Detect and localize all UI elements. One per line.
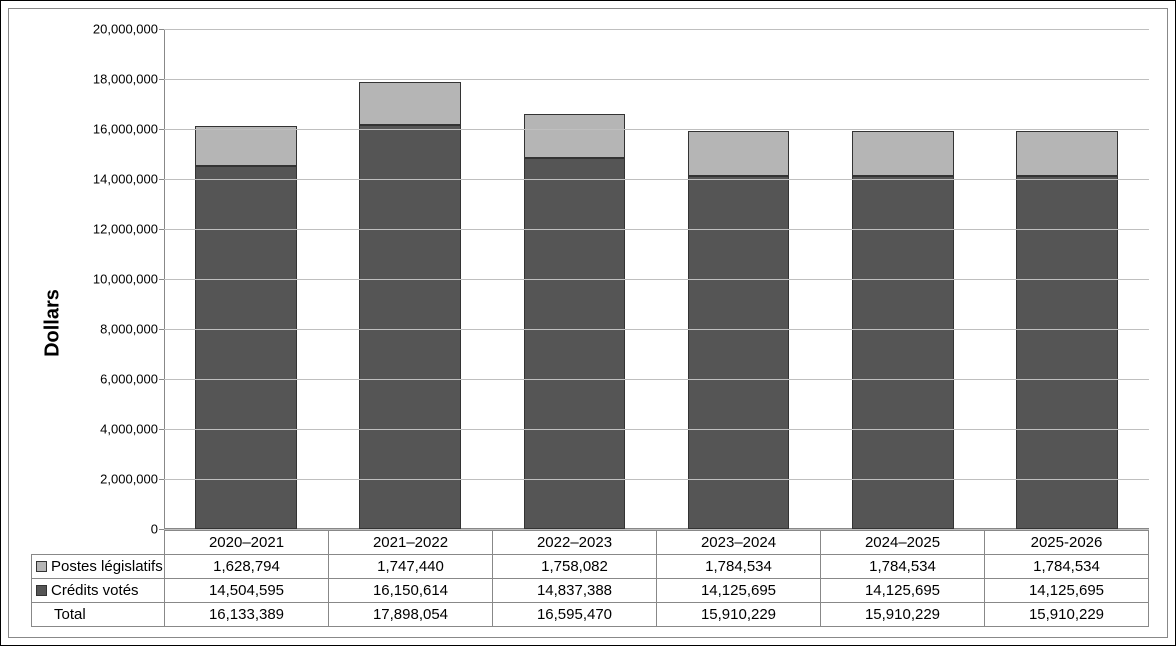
y-tick-label: 20,000,000 (93, 22, 158, 37)
grid-line (164, 179, 1149, 180)
total-cell: 16,133,389 (165, 603, 329, 627)
total-cell: 15,910,229 (821, 603, 985, 627)
data-cell: 1,784,534 (985, 555, 1149, 579)
total-row-head: Total (32, 603, 165, 627)
bar-segment-postes (195, 126, 297, 167)
bar-stack (359, 82, 461, 529)
y-axis-label: Dollars (41, 289, 64, 357)
category-header: 2023–2024 (657, 531, 821, 555)
data-cell: 14,837,388 (493, 579, 657, 603)
grid-line (164, 229, 1149, 230)
legend-swatch-icon (36, 585, 47, 596)
category-header: 2020–2021 (165, 531, 329, 555)
y-tick-mark (159, 479, 164, 480)
data-cell: 14,504,595 (165, 579, 329, 603)
y-tick-mark (159, 79, 164, 80)
bar-segment-postes (524, 114, 626, 158)
data-cell: 1,628,794 (165, 555, 329, 579)
series-name: Crédits votés (51, 582, 139, 599)
grid-line (164, 379, 1149, 380)
bar-stack (195, 126, 297, 529)
y-tick-mark (159, 279, 164, 280)
y-tick-mark (159, 29, 164, 30)
y-tick-label: 18,000,000 (93, 72, 158, 87)
data-cell: 1,784,534 (657, 555, 821, 579)
data-cell: 14,125,695 (985, 579, 1149, 603)
table-row: Crédits votés 14,504,59516,150,61414,837,… (32, 579, 1149, 603)
series-row-head: Crédits votés (32, 579, 165, 603)
bar-segment-postes (359, 82, 461, 126)
data-cell: 14,125,695 (821, 579, 985, 603)
y-tick-mark (159, 429, 164, 430)
chart-inner-frame: Dollars 02,000,0004,000,0006,000,0008,00… (8, 8, 1168, 638)
table-corner-cell (32, 531, 165, 555)
grid-line (164, 279, 1149, 280)
data-cell: 16,150,614 (329, 579, 493, 603)
bar-segment-credits (359, 125, 461, 529)
bar-segment-postes (1016, 131, 1118, 176)
y-tick-mark (159, 329, 164, 330)
total-cell: 16,595,470 (493, 603, 657, 627)
bar-segment-credits (195, 166, 297, 529)
y-tick-label: 12,000,000 (93, 222, 158, 237)
y-tick-mark (159, 379, 164, 380)
grid-line (164, 129, 1149, 130)
data-cell: 1,747,440 (329, 555, 493, 579)
total-cell: 15,910,229 (657, 603, 821, 627)
data-cell: 1,758,082 (493, 555, 657, 579)
chart-container: Dollars 02,000,0004,000,0006,000,0008,00… (0, 0, 1176, 646)
y-tick-label: 14,000,000 (93, 172, 158, 187)
bar-stack (688, 131, 790, 529)
bar-segment-credits (524, 158, 626, 529)
bar-stack (852, 131, 954, 529)
y-tick-label: 8,000,000 (100, 322, 158, 337)
category-header: 2024–2025 (821, 531, 985, 555)
y-tick-mark (159, 229, 164, 230)
bar-segment-postes (688, 131, 790, 176)
series-row-head: Postes législatifs (32, 555, 165, 579)
y-tick-label: 16,000,000 (93, 122, 158, 137)
table-header-row: 2020–20212021–20222022–20232023–20242024… (32, 531, 1149, 555)
y-tick-label: 2,000,000 (100, 472, 158, 487)
data-table: 2020–20212021–20222022–20232023–20242024… (31, 530, 1149, 627)
y-tick-label: 4,000,000 (100, 422, 158, 437)
y-tick-mark (159, 129, 164, 130)
category-header: 2025-2026 (985, 531, 1149, 555)
grid-line (164, 479, 1149, 480)
bar-segment-postes (852, 131, 954, 176)
category-header: 2022–2023 (493, 531, 657, 555)
bar-stack (524, 114, 626, 529)
y-tick-label: 6,000,000 (100, 372, 158, 387)
category-header: 2021–2022 (329, 531, 493, 555)
bar-stack (1016, 131, 1118, 529)
legend-swatch-icon (36, 561, 47, 572)
y-tick-mark (159, 179, 164, 180)
table-row: Postes législatifs1,628,7941,747,4401,75… (32, 555, 1149, 579)
total-cell: 17,898,054 (329, 603, 493, 627)
data-cell: 1,784,534 (821, 555, 985, 579)
y-tick-label: 10,000,000 (93, 272, 158, 287)
grid-line (164, 329, 1149, 330)
table-row-total: Total16,133,38917,898,05416,595,47015,91… (32, 603, 1149, 627)
data-cell: 14,125,695 (657, 579, 821, 603)
plot-area: 02,000,0004,000,0006,000,0008,000,00010,… (164, 29, 1149, 529)
total-cell: 15,910,229 (985, 603, 1149, 627)
grid-line (164, 79, 1149, 80)
grid-line (164, 29, 1149, 30)
series-name: Postes législatifs (51, 558, 163, 575)
grid-line (164, 429, 1149, 430)
